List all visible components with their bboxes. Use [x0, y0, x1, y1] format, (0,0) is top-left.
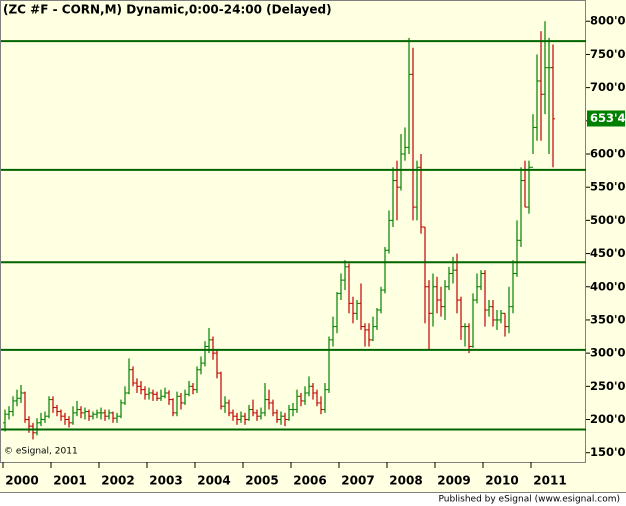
y-tick-label: 500'0 [590, 213, 626, 227]
y-tick-label: 800'0 [590, 14, 626, 28]
y-tick-label: 200'0 [590, 412, 626, 426]
x-tick-label: 2009 [437, 474, 470, 488]
x-tick-label: 2005 [245, 474, 278, 488]
y-tick-label: 350'0 [590, 312, 626, 326]
x-tick-label: 2008 [389, 474, 422, 488]
y-tick-label: 300'0 [590, 346, 626, 360]
x-tick-label: 2011 [533, 474, 566, 488]
x-tick-label: 2002 [101, 474, 134, 488]
chart-title: (ZC #F - CORN,M) Dynamic,0:00-24:00 (Del… [3, 3, 332, 17]
y-tick-label: 750'0 [590, 47, 626, 61]
y-tick-label: 550'0 [590, 180, 626, 194]
y-tick-label: 700'0 [590, 80, 626, 94]
plot [3, 21, 555, 440]
y-tick-label: 150'0 [590, 445, 626, 459]
footer-note: Published by eSignal (www.esignal.com) [438, 495, 620, 505]
last-price-box [587, 110, 625, 127]
background [0, 0, 626, 492]
y-tick-label: 600'0 [590, 147, 626, 161]
plot-frame [0, 0, 586, 463]
x-tick-label: 2001 [53, 474, 86, 488]
x-tick-label: 2007 [341, 474, 374, 488]
source-note: © eSignal, 2011 [4, 447, 78, 457]
last-price-label: 653'4 [590, 111, 626, 125]
y-tick-label: 250'0 [590, 379, 626, 393]
x-tick-label: 2000 [5, 474, 38, 488]
x-tick-label: 2006 [293, 474, 326, 488]
x-tick-label: 2010 [485, 474, 518, 488]
x-tick-label: 2004 [197, 474, 230, 488]
x-tick-label: 2003 [149, 474, 182, 488]
y-tick-label: 450'0 [590, 246, 626, 260]
y-tick-label: 400'0 [590, 279, 626, 293]
